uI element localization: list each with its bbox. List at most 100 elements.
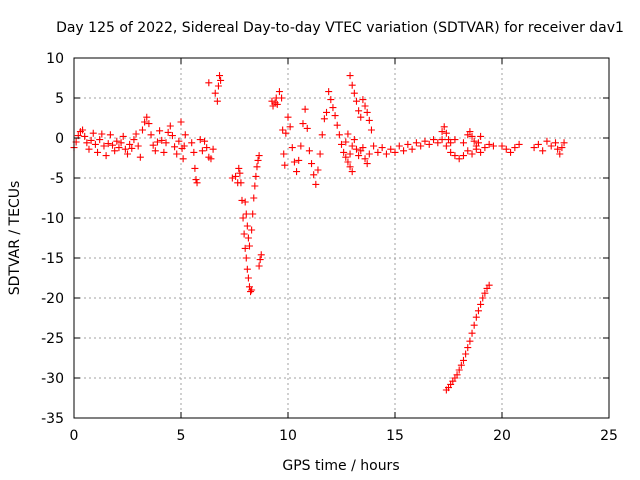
data-point: [87, 136, 95, 144]
data-point: [243, 222, 251, 230]
data-point: [464, 344, 472, 352]
data-point: [149, 141, 157, 149]
data-point: [192, 176, 200, 184]
data-point: [346, 72, 354, 80]
data-point: [348, 168, 356, 176]
y-tick-label: -30: [41, 371, 64, 387]
data-point: [329, 104, 337, 112]
data-point: [462, 350, 470, 358]
data-point: [350, 136, 358, 144]
data-point: [464, 147, 472, 155]
data-point: [147, 131, 155, 139]
data-point: [395, 142, 403, 150]
data-point: [370, 142, 378, 150]
data-point: [408, 145, 416, 153]
data-point: [250, 194, 258, 202]
data-point: [275, 88, 283, 96]
data-point: [539, 147, 547, 155]
data-point: [466, 337, 474, 345]
data-point: [240, 230, 248, 238]
data-point: [511, 144, 519, 152]
data-point: [279, 126, 287, 134]
x-tick-label: 5: [177, 428, 186, 444]
data-point: [295, 156, 303, 164]
data-point: [282, 129, 290, 137]
data-point: [126, 140, 134, 148]
data-point: [344, 158, 352, 166]
data-point: [474, 139, 482, 147]
data-point: [102, 152, 110, 160]
data-point: [468, 132, 476, 140]
data-point: [481, 289, 489, 297]
data-point: [477, 132, 485, 140]
data-point: [198, 147, 206, 155]
data-point: [207, 155, 215, 163]
data-point: [193, 179, 201, 187]
data-point: [173, 150, 181, 158]
data-point: [244, 234, 252, 242]
data-point: [301, 105, 309, 113]
data-point: [477, 300, 485, 308]
data-point: [430, 136, 438, 144]
data-point: [188, 139, 196, 147]
data-point: [297, 142, 305, 150]
data-point: [132, 130, 140, 138]
data-point: [190, 148, 198, 156]
data-point: [248, 286, 256, 294]
data-point: [382, 150, 390, 158]
x-axis-label: GPS time / hours: [282, 458, 399, 474]
data-point: [348, 81, 356, 89]
data-point: [145, 120, 153, 128]
y-tick-label: 0: [55, 131, 64, 147]
data-point: [303, 124, 311, 132]
data-point: [479, 294, 487, 302]
data-point: [515, 140, 523, 148]
data-point: [136, 153, 144, 161]
data-point: [485, 281, 493, 289]
data-point: [153, 138, 161, 146]
data-point: [459, 139, 467, 147]
data-point: [278, 94, 286, 102]
data-point: [211, 89, 219, 97]
data-point: [117, 139, 125, 147]
data-point: [121, 145, 129, 153]
data-point: [209, 145, 217, 153]
data-point: [320, 115, 328, 123]
data-point: [239, 214, 247, 222]
data-point: [387, 145, 395, 153]
data-point: [238, 196, 246, 204]
data-point: [254, 156, 262, 164]
y-tick-label: -5: [50, 171, 64, 187]
data-point: [325, 88, 333, 96]
data-point: [346, 163, 354, 171]
data-point: [268, 97, 276, 105]
data-point: [361, 155, 369, 163]
data-point: [348, 142, 356, 150]
data-point: [552, 139, 559, 147]
data-point: [111, 147, 119, 155]
data-point: [434, 139, 442, 147]
data-point: [457, 361, 465, 369]
data-point: [244, 274, 252, 282]
data-point: [547, 142, 555, 150]
data-point: [378, 144, 386, 152]
x-tick-label: 0: [70, 428, 79, 444]
data-point: [359, 96, 367, 104]
data-point: [318, 131, 326, 139]
data-point: [81, 132, 89, 140]
data-point: [96, 136, 104, 144]
data-point: [281, 161, 289, 169]
data-point: [350, 89, 358, 97]
data-point: [251, 182, 259, 190]
data-point: [89, 129, 97, 137]
grid-lines: [74, 58, 609, 418]
data-point: [344, 130, 352, 138]
data-point: [404, 140, 412, 148]
data-point: [560, 139, 568, 147]
data-point: [160, 148, 168, 156]
data-point: [340, 148, 348, 156]
data-point: [247, 288, 255, 296]
data-point: [205, 79, 213, 87]
data-point: [361, 102, 369, 110]
